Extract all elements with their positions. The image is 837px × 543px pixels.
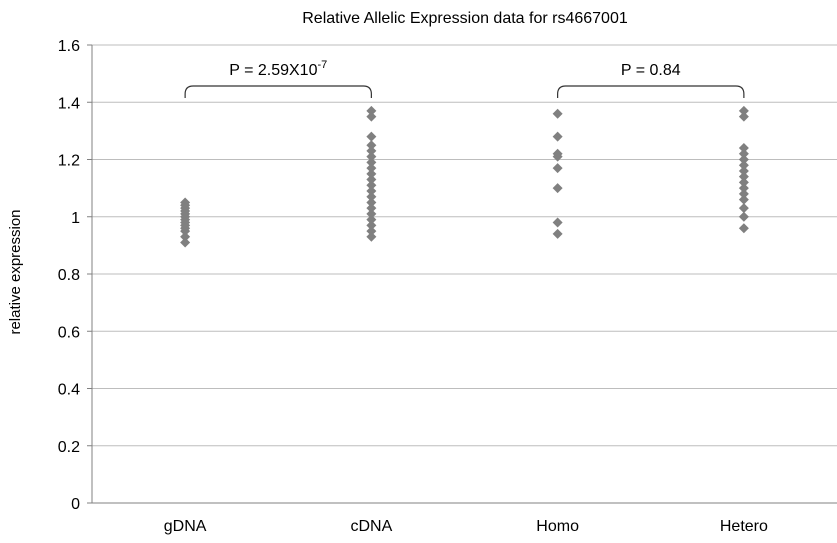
data-point <box>366 191 377 202</box>
x-tick-label: cDNA <box>350 518 392 535</box>
data-point <box>738 203 749 214</box>
data-point <box>552 163 563 174</box>
y-tick-labels: 0 0.2 0.4 0.6 0.8 1 1.2 1.4 1.6 <box>58 38 80 513</box>
data-point <box>366 174 377 185</box>
data-point <box>738 143 749 154</box>
significance-annotations: P = 2.59X10-7 P = 0.84 <box>184 59 745 98</box>
p-value-label: P = 2.59X10-7 <box>229 59 327 79</box>
y-tick-label: 0.8 <box>58 267 80 284</box>
data-point <box>366 163 377 174</box>
significance-bracket <box>557 85 745 98</box>
data-point <box>366 151 377 162</box>
y-tick-label: 1 <box>71 210 80 227</box>
data-point <box>552 183 563 194</box>
y-tick-label: 1.2 <box>58 153 80 170</box>
data-point <box>366 111 377 122</box>
data-point <box>738 177 749 188</box>
y-tick-label: 0.4 <box>58 382 80 399</box>
y-axis-label: relative expression <box>7 209 24 334</box>
data-point <box>738 154 749 165</box>
p-value-exponent: -7 <box>317 59 327 71</box>
data-point <box>366 180 377 191</box>
chart-title: Relative Allelic Expression data for rs4… <box>302 10 628 27</box>
y-tick-label: 0 <box>71 496 80 513</box>
data-point <box>366 203 377 214</box>
data-point <box>366 197 377 208</box>
data-point <box>738 171 749 182</box>
p-value-text: P = 0.84 <box>621 62 681 79</box>
x-tick-labels: gDNA cDNA Homo Hetero <box>164 518 768 535</box>
y-tick-label: 1.4 <box>58 95 80 112</box>
data-point <box>552 148 563 159</box>
x-tick-label: Hetero <box>720 518 768 535</box>
data-point <box>738 194 749 205</box>
axes <box>87 44 837 504</box>
data-point <box>552 108 563 119</box>
data-point <box>738 183 749 194</box>
y-tick-label: 0.6 <box>58 324 80 341</box>
data-point <box>738 148 749 159</box>
data-point <box>738 105 749 116</box>
data-point <box>180 197 191 208</box>
data-point <box>366 220 377 231</box>
data-point <box>552 217 563 228</box>
data-point <box>738 211 749 222</box>
data-point <box>552 228 563 239</box>
p-value-label: P = 0.84 <box>621 62 681 79</box>
x-tick-label: gDNA <box>164 518 207 535</box>
data-point <box>366 214 377 225</box>
data-point <box>180 237 191 248</box>
data-point <box>738 188 749 199</box>
data-point <box>366 226 377 237</box>
data-points <box>180 105 749 248</box>
y-tick-label: 0.2 <box>58 439 80 456</box>
data-point <box>366 105 377 116</box>
data-point <box>738 165 749 176</box>
data-point <box>366 140 377 151</box>
significance-bracket <box>184 85 372 98</box>
data-point <box>738 223 749 234</box>
data-point <box>366 145 377 156</box>
data-point <box>366 157 377 168</box>
data-point <box>738 111 749 122</box>
x-tick-label: Homo <box>536 518 579 535</box>
data-point <box>180 231 191 242</box>
data-point <box>366 208 377 219</box>
gridlines <box>92 44 837 447</box>
data-point <box>552 131 563 142</box>
data-point <box>366 131 377 142</box>
data-point <box>366 168 377 179</box>
p-value-text: P = 2.59X10 <box>229 62 317 79</box>
data-point <box>738 160 749 171</box>
y-tick-label: 1.6 <box>58 38 80 55</box>
data-point <box>366 231 377 242</box>
data-point <box>366 185 377 196</box>
